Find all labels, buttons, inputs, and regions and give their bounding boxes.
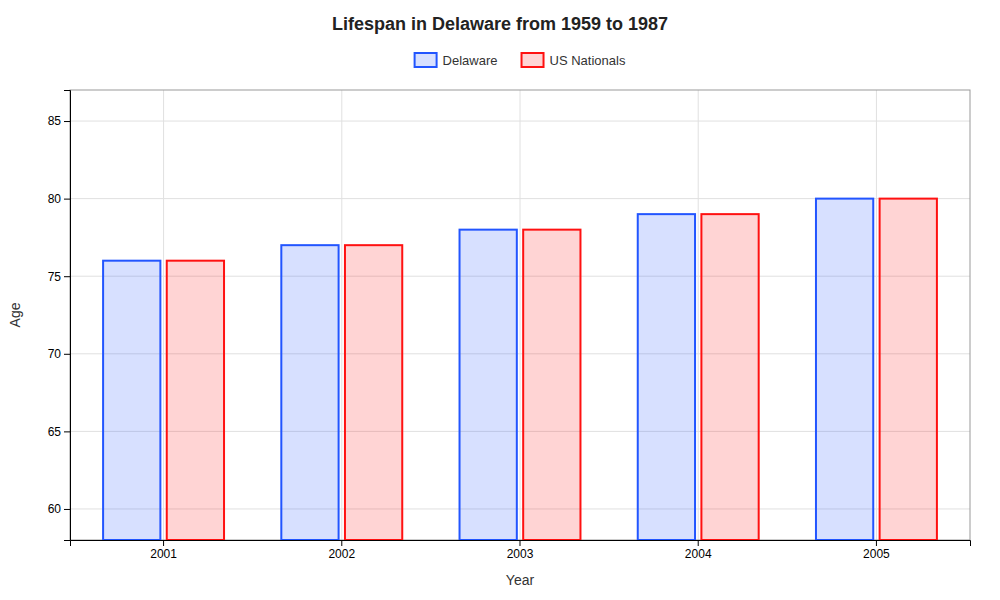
plot-area: 2001 2002 2003 2004 2005 60 65 70 75 80 85 (48, 90, 971, 561)
y-tick-mark (64, 431, 70, 432)
bar-series (103, 199, 873, 540)
legend-label: US Nationals (550, 53, 626, 68)
y-tick-mark (64, 509, 70, 510)
y-tick: 60 (48, 502, 70, 516)
legend: Delaware US Nationals (415, 53, 626, 68)
y-axis: 60 65 70 75 80 85 (48, 91, 71, 541)
grid-line-x (698, 90, 699, 540)
bar (167, 261, 224, 540)
y-tick-mark (64, 199, 70, 200)
y-tick-label: 70 (48, 347, 62, 361)
grid-line-x (163, 90, 164, 540)
bar (816, 199, 873, 540)
y-tick: 80 (48, 192, 70, 206)
x-axis: 2001 2002 2003 2004 2005 (71, 540, 971, 561)
bar-series (167, 199, 937, 540)
x-tick: 2005 (863, 540, 890, 561)
y-tick: 75 (48, 270, 70, 284)
grid (70, 90, 970, 540)
x-axis-line (71, 541, 971, 547)
x-tick-mark (520, 540, 521, 546)
chart-container: 2001 2002 2003 2004 2005 60 65 70 75 80 85 Year Age L… (0, 0, 1000, 600)
y-axis-title: Age (7, 302, 23, 327)
bar (345, 245, 402, 540)
bars (103, 199, 937, 540)
bar (523, 230, 580, 540)
y-tick-label: 65 (48, 425, 62, 439)
x-tick-mark (876, 540, 877, 546)
y-tick-label: 80 (48, 192, 62, 206)
grid-line-x (341, 90, 342, 540)
legend-swatch (415, 53, 437, 67)
y-tick: 85 (48, 114, 70, 128)
bar (103, 261, 160, 540)
bar (460, 230, 517, 540)
x-tick: 2003 (507, 540, 534, 561)
bar (638, 214, 695, 540)
x-tick-mark (163, 540, 164, 546)
bar (701, 214, 758, 540)
y-tick: 70 (48, 347, 70, 361)
y-tick-label: 60 (48, 502, 62, 516)
plot-frame (70, 90, 970, 540)
x-tick-label: 2001 (150, 547, 177, 561)
x-tick-mark (698, 540, 699, 546)
x-tick: 2004 (685, 540, 712, 561)
y-tick-label: 85 (48, 114, 62, 128)
chart-svg: 2001 2002 2003 2004 2005 60 65 70 75 80 85 Year Age L… (0, 0, 1000, 600)
x-tick-label: 2005 (863, 547, 890, 561)
y-tick-mark (64, 121, 70, 122)
x-tick-label: 2003 (507, 547, 534, 561)
grid-line-x (520, 90, 521, 540)
x-tick-label: 2004 (685, 547, 712, 561)
legend-item: US Nationals (522, 53, 626, 68)
x-tick-mark (341, 540, 342, 546)
legend-swatch (522, 53, 544, 67)
legend-label: Delaware (443, 53, 498, 68)
grid-line-x (876, 90, 877, 540)
x-tick: 2002 (328, 540, 355, 561)
x-tick: 2001 (150, 540, 177, 561)
legend-item: Delaware (415, 53, 498, 68)
bar (281, 245, 338, 540)
y-tick-mark (64, 354, 70, 355)
y-tick-label: 75 (48, 270, 62, 284)
x-axis-title: Year (506, 572, 535, 588)
x-tick-label: 2002 (328, 547, 355, 561)
y-tick: 65 (48, 425, 70, 439)
chart-title: Lifespan in Delaware from 1959 to 1987 (332, 14, 668, 34)
y-tick-mark (64, 276, 70, 277)
bar (880, 199, 937, 540)
y-axis-line (64, 91, 71, 541)
